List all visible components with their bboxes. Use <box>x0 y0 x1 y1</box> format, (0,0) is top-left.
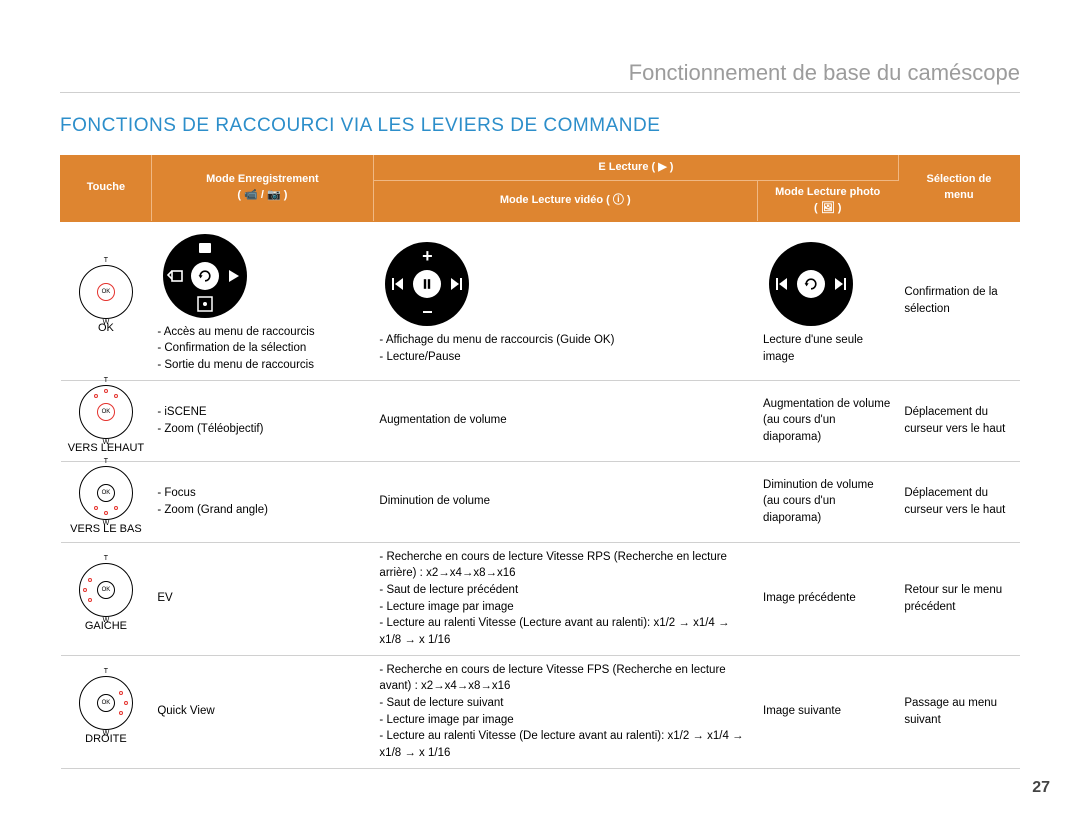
dial-icon: TW OK <box>79 385 133 439</box>
table-row: TW OK OK Accès au menu de raccourcisConf… <box>61 221 1020 380</box>
th-enr-l2: ( 📹 / 📷 ) <box>158 188 367 204</box>
list-item: Lecture image par image <box>379 599 751 616</box>
table-row: TW OK VERS LE BASFocusZoom (Grand angle)… <box>61 461 1020 542</box>
shortcut-table: Touche Mode Enregistrement ( 📹 / 📷 ) E L… <box>60 155 1020 769</box>
cell-touche: TW OK OK <box>61 221 152 380</box>
list-item: Zoom (Grand angle) <box>157 502 367 519</box>
cell-touche: TW OK VERS LE BAS <box>61 461 152 542</box>
table-row: TW OK GAICHEEVRecherche en cours de lect… <box>61 542 1020 655</box>
list-item: iSCENE <box>157 404 367 421</box>
cell-lecture-video: Recherche en cours de lecture Vitesse RP… <box>373 542 757 655</box>
th-photo-l1: Mode Lecture photo <box>764 185 892 201</box>
cell-lecture-photo: Diminution de volume (au cours d'un diap… <box>757 461 898 542</box>
list-item: Recherche en cours de lecture Vitesse FP… <box>379 662 751 695</box>
cell-menu: Déplacement du curseur vers le haut <box>898 461 1019 542</box>
list-item: Saut de lecture suivant <box>379 695 751 712</box>
cell-lecture-photo: Image précédente <box>757 542 898 655</box>
cell-lecture-photo: Image suivante <box>757 655 898 768</box>
dial-icon: TW OK <box>79 265 133 319</box>
list-item: Recherche en cours de lecture Vitesse RP… <box>379 549 751 582</box>
th-menu-l2: menu <box>905 188 1013 204</box>
cell-lecture-video: Diminution de volume <box>373 461 757 542</box>
cell-enregistrement: iSCENEZoom (Téléobjectif) <box>151 380 373 461</box>
cell-enregistrement: FocusZoom (Grand angle) <box>151 461 373 542</box>
table-row: TW OK DROITEQuick ViewRecherche en cours… <box>61 655 1020 768</box>
dial-icon: TW OK <box>79 563 133 617</box>
cell-menu: Déplacement du curseur vers le haut <box>898 380 1019 461</box>
list-item: Zoom (Téléobjectif) <box>157 421 367 438</box>
th-menu-l1: Sélection de <box>905 172 1013 188</box>
cell-menu: Retour sur le menu précédent <box>898 542 1019 655</box>
list-item: Lecture/Pause <box>379 349 751 366</box>
cell-enregistrement: EV <box>151 542 373 655</box>
page-title: FONCTIONS DE RACCOURCI VIA LES LEVIERS D… <box>60 115 1020 137</box>
list-item: Lecture image par image <box>379 712 751 729</box>
cell-lecture-video: +− Affichage du menu de raccourcis (Guid… <box>373 221 757 380</box>
cell-touche: TW OK GAICHE <box>61 542 152 655</box>
list-item: Focus <box>157 485 367 502</box>
cell-menu: Confirmation de la sélection <box>898 221 1019 380</box>
section-subtitle: Fonctionnement de base du caméscope <box>60 60 1020 93</box>
cell-enregistrement: Quick View <box>151 655 373 768</box>
cell-menu: Passage au menu suivant <box>898 655 1019 768</box>
th-lecture-group: E Lecture ( ▶ ) <box>373 156 898 181</box>
list-item: Confirmation de la sélection <box>157 340 367 357</box>
cell-enregistrement: Accès au menu de raccourcisConfirmation … <box>151 221 373 380</box>
dial-icon: TW OK <box>79 466 133 520</box>
cell-touche: TW OK DROITE <box>61 655 152 768</box>
th-enregistrement: Mode Enregistrement ( 📹 / 📷 ) <box>151 156 373 222</box>
cell-lecture-video: Recherche en cours de lecture Vitesse FP… <box>373 655 757 768</box>
list-item: Sortie du menu de raccourcis <box>157 357 367 374</box>
table-row: TW OK VERS LEHAUTiSCENEZoom (Téléobjecti… <box>61 380 1020 461</box>
th-lecture-video: Mode Lecture vidéo ( ⓘ ) <box>373 180 757 221</box>
list-item: Saut de lecture précédent <box>379 582 751 599</box>
list-item: Lecture au ralenti Vitesse (Lecture avan… <box>379 615 751 648</box>
list-item: Affichage du menu de raccourcis (Guide O… <box>379 332 751 349</box>
dial-icon: TW OK <box>79 676 133 730</box>
cell-touche: TW OK VERS LEHAUT <box>61 380 152 461</box>
th-enr-l1: Mode Enregistrement <box>158 172 367 188</box>
th-lecture-photo: Mode Lecture photo ( 🖼 ) <box>757 180 898 221</box>
wheel-icon <box>769 242 853 326</box>
th-menu: Sélection de menu <box>898 156 1019 222</box>
cell-lecture-video: Augmentation de volume <box>373 380 757 461</box>
wheel-icon: +− <box>385 242 469 326</box>
th-photo-l2: ( 🖼 ) <box>764 201 892 217</box>
page-number: 27 <box>1032 779 1050 797</box>
cell-lecture-photo: Augmentation de volume (au cours d'un di… <box>757 380 898 461</box>
list-item: Accès au menu de raccourcis <box>157 324 367 341</box>
wheel-icon <box>163 234 247 318</box>
th-touche: Touche <box>61 156 152 222</box>
cell-lecture-photo: Lecture d'une seule image <box>757 221 898 380</box>
table-body: TW OK OK Accès au menu de raccourcisConf… <box>61 221 1020 768</box>
list-item: Lecture au ralenti Vitesse (De lecture a… <box>379 728 751 761</box>
